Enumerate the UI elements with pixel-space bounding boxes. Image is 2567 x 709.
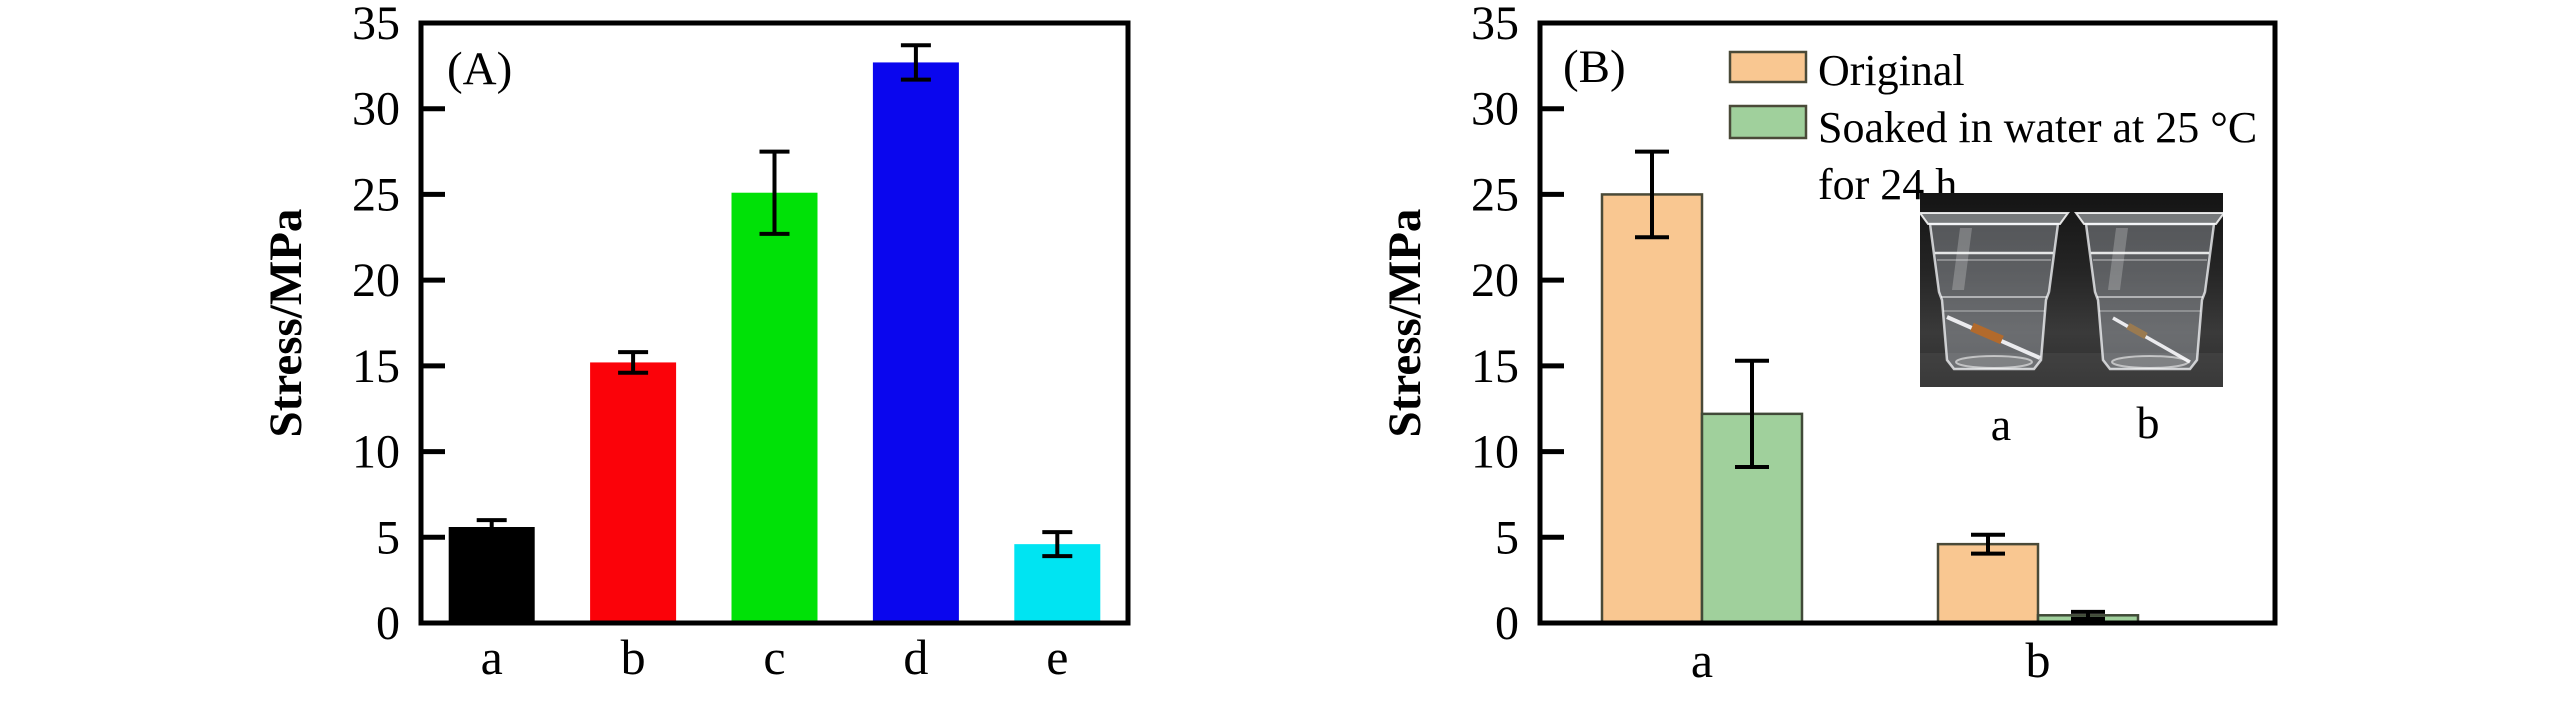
y-tick-label-A-25: 25 bbox=[352, 168, 400, 221]
y-tick-label-A-0: 0 bbox=[376, 597, 400, 650]
bar-b-original bbox=[1936, 542, 2040, 625]
y-tick-label-A-35: 35 bbox=[352, 0, 400, 50]
category-label-A-a: a bbox=[481, 629, 503, 685]
sample-strip-colored-segment bbox=[2126, 322, 2148, 340]
cup bbox=[2074, 212, 2226, 371]
bar-c-errorbar bbox=[759, 149, 790, 236]
y-tick-label-A-20: 20 bbox=[352, 254, 400, 307]
cup-highlight bbox=[1952, 228, 1972, 290]
bar-a-soaked-errorbar bbox=[1735, 358, 1769, 469]
bar-b-original-errorbar bbox=[1971, 532, 2005, 556]
bar-b-errorbar bbox=[618, 350, 649, 375]
category-label-A-c: c bbox=[763, 629, 785, 685]
bar-e-errorbar bbox=[1042, 530, 1073, 559]
inset-cup-label-b: b bbox=[2137, 397, 2160, 448]
panel-A: 0 5 10 15 20 25 30 35 Stress/MPa (A) a b c d e bbox=[260, 0, 1131, 685]
legend-label-line: Original bbox=[1818, 46, 1965, 95]
panel-label-A: (A) bbox=[447, 43, 512, 95]
category-label-A-e: e bbox=[1046, 629, 1068, 685]
bar-a bbox=[448, 527, 535, 623]
y-tick-label-B-5: 5 bbox=[1495, 511, 1519, 564]
cup-base bbox=[1955, 355, 2033, 369]
y-tick-label-B-10: 10 bbox=[1471, 426, 1519, 479]
inset-photo-background bbox=[1920, 193, 2223, 387]
y-tick-label-A-5: 5 bbox=[376, 511, 400, 564]
y-tick-label-B-0: 0 bbox=[1495, 597, 1519, 650]
category-label-B-a: a bbox=[1691, 632, 1713, 688]
panel-label-B: (B) bbox=[1563, 41, 1626, 93]
category-label-A-b: b bbox=[621, 629, 646, 685]
y-tick-label-B-25: 25 bbox=[1471, 168, 1519, 221]
y-axis-label-A: Stress/MPa bbox=[260, 209, 312, 438]
bar-c bbox=[731, 192, 818, 623]
bar-a-errorbar bbox=[476, 518, 507, 536]
bar-b bbox=[590, 362, 677, 623]
cup-base bbox=[2111, 355, 2189, 369]
inset-photo bbox=[1918, 193, 2226, 387]
inset-cup-label-a: a bbox=[1991, 399, 2011, 450]
y-tick-label-A-30: 30 bbox=[352, 83, 400, 136]
bar-a-original bbox=[1600, 193, 1704, 625]
bar-b-soaked-errorbar bbox=[2071, 609, 2105, 621]
category-label-B-b: b bbox=[2026, 632, 2051, 688]
y-tick-label-B-30: 30 bbox=[1471, 83, 1519, 136]
y-tick-label-B-15: 15 bbox=[1471, 340, 1519, 393]
panel-B: 0 5 10 15 20 25 30 35 Stress/MPa (B) a b Original Soa… bbox=[1379, 0, 2278, 688]
legend-label-line: Soaked in water at 25 °C bbox=[1818, 103, 2257, 152]
sample-strip bbox=[2112, 316, 2191, 364]
y-axis-label-B: Stress/MPa bbox=[1379, 209, 1431, 438]
y-tick-label-A-10: 10 bbox=[352, 426, 400, 479]
axes-frame-B bbox=[1537, 20, 2278, 626]
bar-d bbox=[872, 62, 959, 623]
y-tick-label-B-20: 20 bbox=[1471, 254, 1519, 307]
y-tick-label-A-15: 15 bbox=[352, 340, 400, 393]
category-label-A-d: d bbox=[903, 629, 928, 685]
y-tick-label-B-35: 35 bbox=[1471, 0, 1519, 50]
cup-rim bbox=[1918, 212, 2070, 225]
cup-highlight bbox=[2108, 228, 2128, 290]
cup-rim bbox=[2074, 212, 2226, 225]
cup bbox=[1918, 212, 2070, 371]
legend-swatch-original bbox=[1728, 50, 1808, 84]
bar-a-original-errorbar bbox=[1635, 149, 1669, 240]
sample-strip-colored-segment bbox=[1970, 322, 2004, 345]
bar-d-errorbar bbox=[900, 43, 931, 82]
legend-swatch-soaked bbox=[1728, 104, 1808, 140]
axes-frame-A bbox=[418, 20, 1131, 626]
